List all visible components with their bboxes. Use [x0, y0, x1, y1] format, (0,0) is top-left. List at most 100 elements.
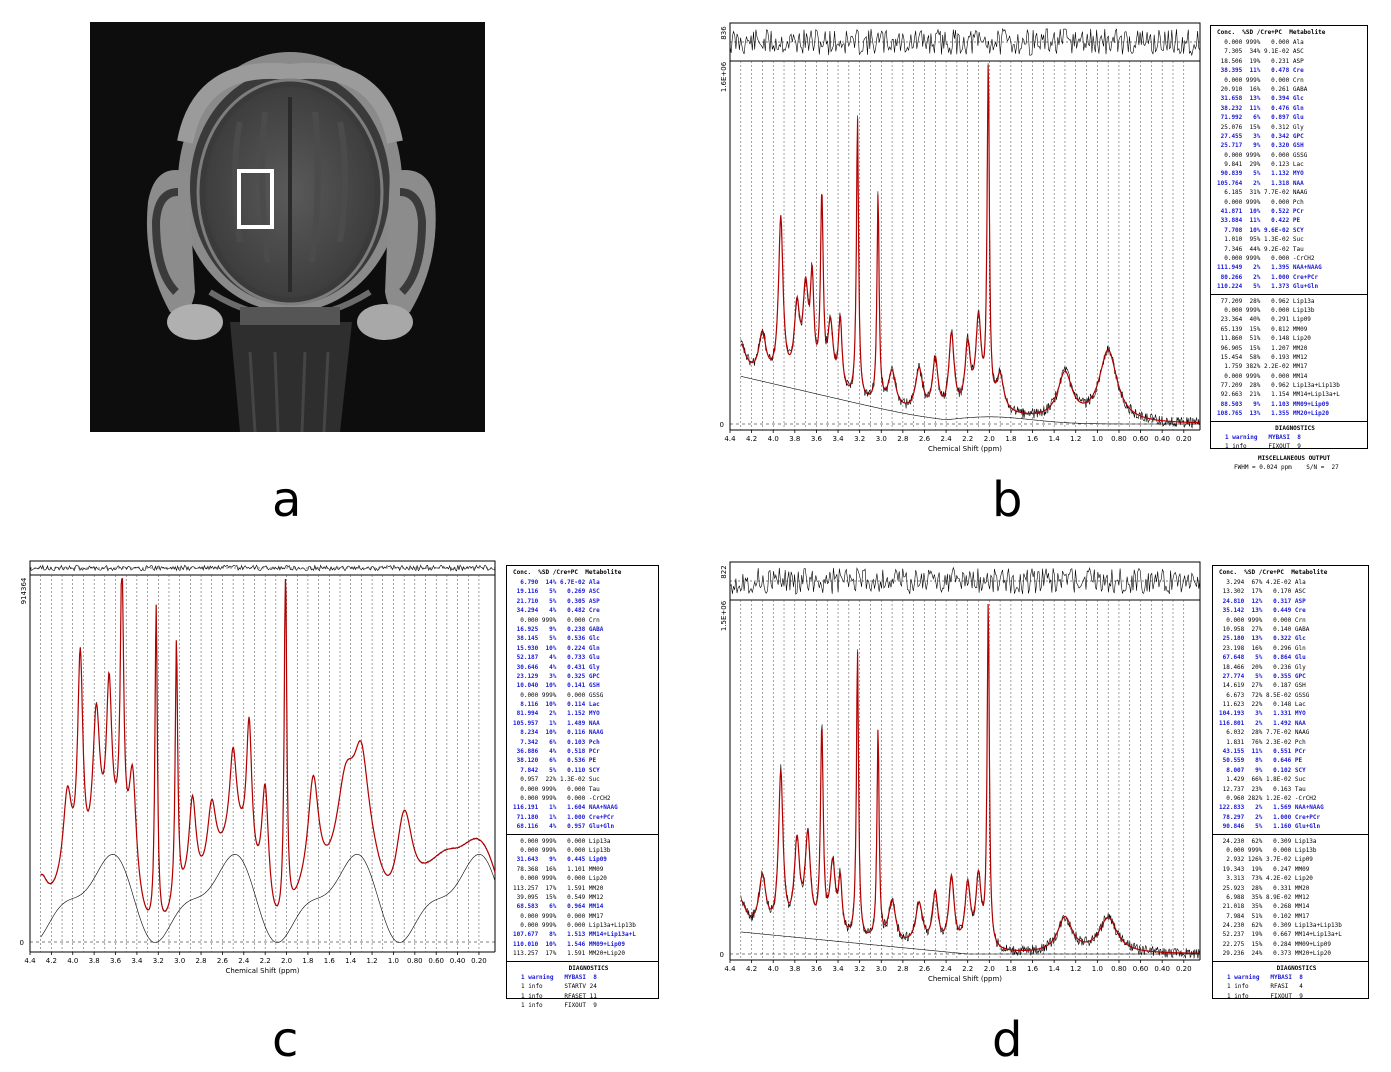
y-scale-label: 914364 [20, 577, 28, 604]
table-row: 27.455 3% 0.342 GPC [1217, 132, 1304, 140]
table-row: 0.000 999% 0.000 -CrCH2 [513, 794, 611, 802]
spectrum-panel-b: 0 1.6E+06 836 4.4 4.2 4.0 3.8 3.6 3.4 3.2 3.0 2.8 2.… [720, 22, 1201, 453]
table-row: 80.266 2% 1.000 Cre+PCr [1217, 273, 1319, 281]
x-tick-label: 1.4 [1049, 435, 1061, 443]
table-row: 68.116 4% 0.957 Glu+Gln [513, 823, 615, 831]
table-row: 39.095 15% 0.549 MM12 [513, 893, 604, 901]
table-row: 10.040 10% 0.141 GSH [513, 682, 600, 690]
table-row: 92.663 21% 1.154 MM14+Lip13a+L [1217, 391, 1340, 399]
table-row: 30.646 4% 0.431 Gly [513, 663, 600, 671]
table-row: 16.925 9% 0.238 GABA [513, 625, 604, 633]
residual-box [729, 561, 1201, 601]
diagnostic-row: 1 warning MYBASI 8 [1227, 974, 1303, 982]
baseline-trace [740, 931, 1200, 955]
table-row: 7.984 51% 0.102 MM17 [1219, 912, 1310, 920]
data-trace [40, 577, 496, 913]
x-tick-label: 0.60 [1133, 435, 1149, 443]
table-row: 110.010 10% 1.546 MM09+Lip09 [513, 940, 625, 948]
x-tick-label: 3.6 [811, 435, 823, 443]
table-row: 6.988 35% 8.9E-02 MM12 [1219, 893, 1310, 901]
table-section-metabolites: Conc. %SD /Cre+PC Metabolite 6.790 14% 6… [507, 566, 658, 835]
table-row: 41.871 10% 0.522 PCr [1217, 208, 1304, 216]
table-row: 65.139 15% 0.812 MM09 [1217, 325, 1308, 333]
y-scale-label: 1.6E+06 [720, 61, 728, 92]
table-row: 6.185 31% 7.7E-02 NAAG [1217, 189, 1308, 197]
table-row: 2.932 126% 3.7E-02 Lip09 [1219, 856, 1313, 864]
x-axis-title: Chemical Shift (ppm) [928, 445, 1002, 453]
table-row: 38.145 5% 0.536 Glc [513, 635, 600, 643]
y-scale-label: 1.5E+06 [720, 600, 728, 631]
table-row: 71.180 1% 1.000 Cre+PCr [513, 813, 615, 821]
table-row: 43.155 11% 0.551 PCr [1219, 748, 1306, 756]
table-row: 52.237 19% 0.667 MM14+Lip13a+L [1219, 931, 1342, 939]
table-row: 0.960 282% 1.2E-02 -CrCH2 [1219, 794, 1317, 802]
x-tick-label: 1.8 [302, 957, 313, 965]
table-row: 6.790 14% 6.7E-02 Ala [513, 579, 600, 586]
table-row: 14.619 27% 0.187 GSH [1219, 682, 1306, 690]
table-row: 31.658 13% 0.394 Glc [1217, 95, 1304, 103]
data-trace [740, 63, 1201, 429]
table-row: 111.949 2% 1.395 NAA+NAAG [1217, 264, 1322, 272]
misc-output-line: FWHM = 0.024 ppm S/N = 27 [1234, 464, 1339, 471]
table-row: 0.000 999% 0.000 Lip13b [1219, 846, 1317, 854]
x-tick-label: 2.0 [984, 965, 995, 973]
table-row: 1.831 76% 2.3E-02 Pch [1219, 738, 1306, 746]
table-row: 1.010 95% 1.3E-02 Suc [1217, 236, 1304, 244]
table-row: 90.846 5% 1.160 Glu+Gln [1219, 823, 1321, 831]
x-tick-label: 2.2 [962, 965, 973, 973]
table-row: 23.198 16% 0.296 Gln [1219, 644, 1306, 652]
table-section-lipids: 0.000 999% 0.000 Lip13a 0.000 999% 0.000… [507, 835, 658, 962]
table-row: 7.342 6% 0.103 Pch [513, 738, 600, 746]
table-row: 23.364 40% 0.291 Lip09 [1217, 316, 1311, 324]
x-tick-label: 1.8 [1005, 435, 1016, 443]
diagnostic-row: 1 warning MYBASI 8 [521, 974, 597, 982]
panel-label-b: b [992, 472, 1023, 528]
x-tick-label: 3.2 [854, 965, 865, 973]
table-row: 116.801 2% 1.492 NAA [1219, 719, 1306, 727]
table-row: 10.958 27% 0.140 GABA [1219, 625, 1310, 633]
x-tick-label: 4.2 [746, 965, 757, 973]
panel-label-c: c [272, 1012, 299, 1068]
x-tick-label: 1.8 [1005, 965, 1016, 973]
mri-brain-illustration [90, 22, 485, 432]
table-row: 7.842 5% 0.110 SCY [513, 766, 600, 774]
x-tick-label: 2.4 [941, 965, 953, 973]
table-row: 0.000 999% 0.000 Lip13b [513, 846, 611, 854]
x-tick-label: 0.60 [428, 957, 444, 965]
zero-label: 0 [720, 421, 724, 429]
table-row: 0.000 999% 0.000 Crn [1219, 616, 1306, 624]
table-row: 116.191 1% 1.604 NAA+NAAG [513, 804, 618, 812]
x-tick-label: 2.6 [919, 965, 931, 973]
x-tick-label: 3.6 [811, 965, 823, 973]
table-row: 34.294 4% 0.482 Cre [513, 607, 600, 615]
table-row: 0.000 999% 0.000 GSSG [513, 691, 604, 699]
x-tick-label: 3.4 [832, 965, 844, 973]
x-tick-label: 3.6 [110, 957, 122, 965]
table-row: 0.000 999% 0.000 Pch [1217, 198, 1304, 206]
table-row: 3.294 67% 4.2E-02 Ala [1219, 579, 1306, 586]
table-row: 8.007 9% 0.102 SCY [1219, 766, 1306, 774]
table-row: 23.129 3% 0.325 GPC [513, 672, 600, 680]
mri-image [90, 22, 485, 432]
table-header: Conc. %SD /Cre+PC Metabolite [1219, 569, 1328, 576]
table-row: 25.076 15% 0.312 Gly [1217, 123, 1304, 131]
x-tick-label: 4.2 [46, 957, 57, 965]
x-tick-label: 1.0 [388, 957, 399, 965]
table-row: 7.305 34% 9.1E-02 ASC [1217, 48, 1304, 56]
table-row: 31.643 9% 0.445 Lip09 [513, 856, 607, 864]
x-tick-label: 0.80 [1111, 965, 1127, 973]
table-row: 71.992 6% 0.897 Glu [1217, 114, 1304, 122]
x-tick-label: 1.0 [1092, 435, 1103, 443]
x-tick-label: 2.4 [238, 957, 250, 965]
x-tick-label: 1.6 [324, 957, 336, 965]
table-row: 38.232 11% 0.476 Gln [1217, 104, 1304, 112]
table-row: 13.302 17% 0.170 ASC [1219, 588, 1306, 596]
table-row: 90.839 5% 1.132 MYO [1217, 170, 1304, 178]
table-row: 122.833 2% 1.569 NAA+NAAG [1219, 804, 1324, 812]
table-row: 33.884 11% 0.422 PE [1217, 217, 1301, 225]
x-tick-label: 0.80 [1111, 435, 1127, 443]
table-row: 0.000 999% 0.000 MM14 [1217, 372, 1308, 380]
metabolite-table-b: Conc. %SD /Cre+PC Metabolite 0.000 999% … [1210, 25, 1368, 450]
table-row: 6.032 28% 7.7E-02 NAAG [1219, 729, 1310, 737]
